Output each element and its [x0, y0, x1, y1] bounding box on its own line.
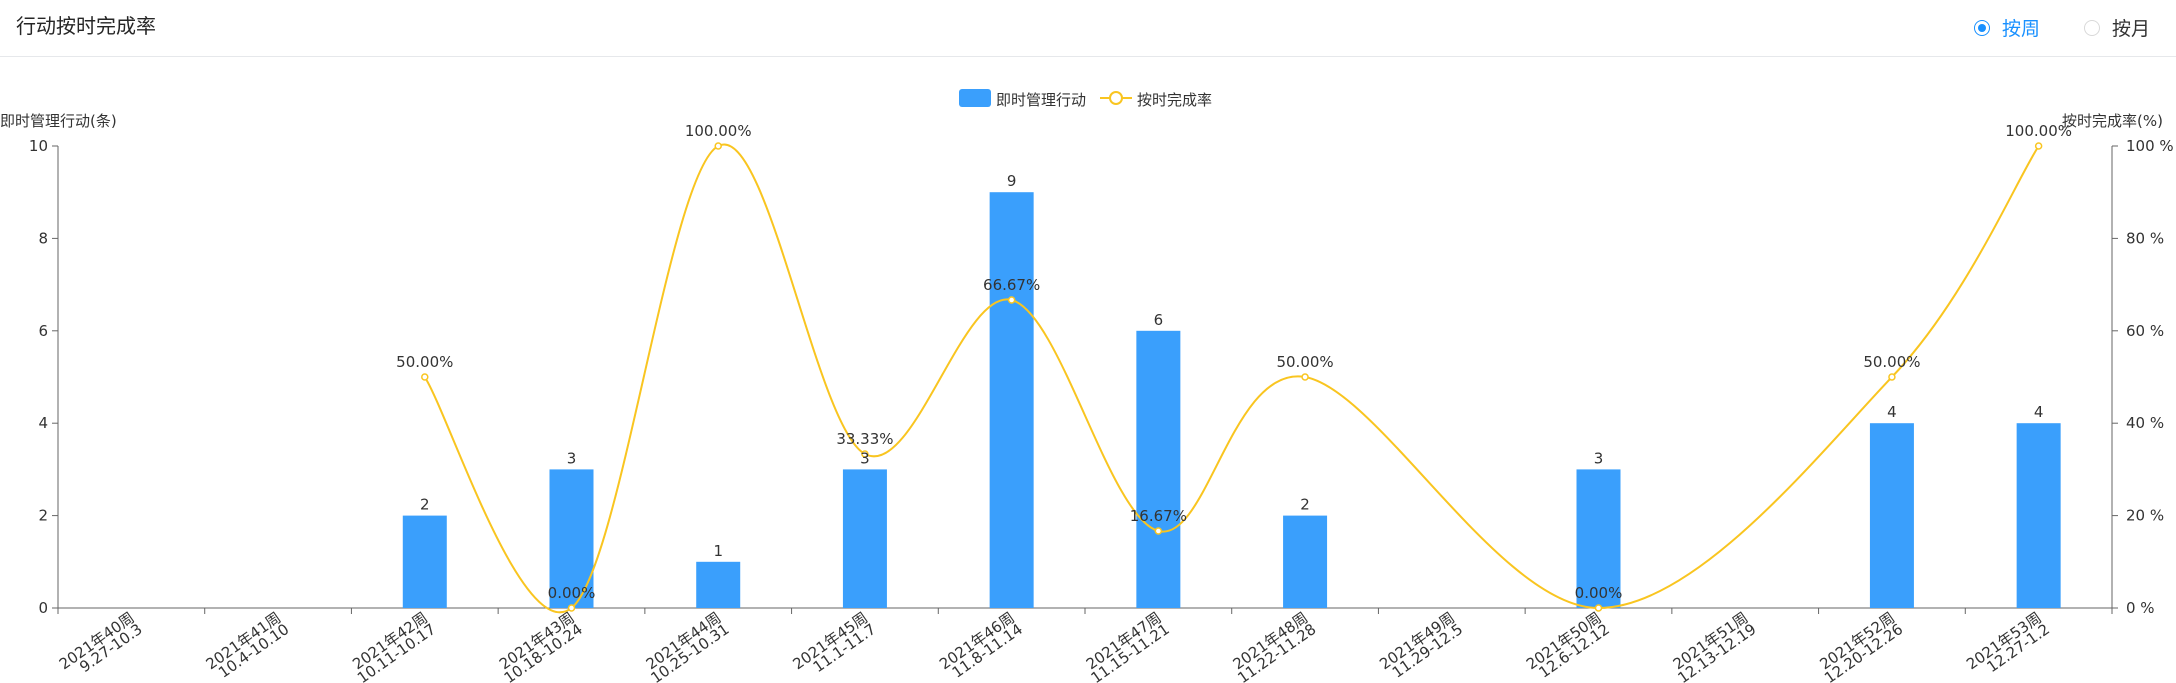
y-left-tick-label: 8	[38, 229, 48, 247]
y-right-tick-label: 80 %	[2126, 229, 2164, 247]
y-right-tick-label: 100 %	[2126, 137, 2174, 155]
radio-by-month[interactable]: 按月	[2083, 14, 2150, 41]
y-right-tick-label: 0 %	[2126, 599, 2155, 617]
line-point	[1154, 527, 1163, 535]
bar-value-label: 6	[1154, 311, 1164, 329]
line-value-label: 0.00%	[548, 584, 596, 602]
line-point	[1594, 604, 1603, 612]
bar-value-label: 3	[860, 449, 870, 467]
line-value-label: 100.00%	[2005, 122, 2072, 140]
radio-checked-icon	[1973, 19, 1990, 36]
chart-axes: 0 0 % 2 20 % 4 40 % 6 60 % 8 80 % 10 100 % 2021年40周9…	[29, 137, 2174, 683]
bar-value-label: 2	[1300, 496, 1310, 514]
line-value-label: 33.33%	[836, 430, 893, 448]
bar-value-label: 4	[1887, 403, 1897, 421]
radio-by-week[interactable]: 按周	[1973, 14, 2040, 41]
line-value-label: 16.67%	[1130, 507, 1187, 525]
bar-value-label: 4	[2034, 403, 2044, 421]
y-left-tick-label: 0	[38, 599, 48, 617]
y-left-axis-title: 即时管理行动(条)	[0, 112, 117, 130]
y-left-tick-label: 6	[38, 322, 48, 340]
bar-value-label: 1	[713, 542, 723, 560]
line-value-label: 100.00%	[685, 122, 752, 140]
bar	[1869, 423, 1914, 608]
bar-value-label: 2	[420, 496, 430, 514]
legend-bar-swatch	[959, 89, 991, 107]
y-right-tick-label: 60 %	[2126, 322, 2164, 340]
legend-line-marker	[1109, 91, 1123, 105]
legend-bar-label: 即时管理行动	[996, 91, 1086, 109]
line-point	[2034, 142, 2043, 150]
bar-value-label: 3	[567, 449, 577, 467]
chart-legend[interactable]: 即时管理行动 按时完成率	[959, 89, 1212, 109]
line-value-label: 0.00%	[1575, 584, 1623, 602]
panel-header: 行动按时完成率 按周 按月	[0, 0, 2176, 57]
line-point	[1007, 296, 1016, 304]
line-series	[421, 142, 2043, 613]
radio-by-month-label: 按月	[2111, 18, 2150, 40]
bar-series	[402, 192, 2061, 608]
page-title: 行动按时完成率	[16, 14, 156, 38]
bar	[842, 469, 887, 608]
bar	[696, 561, 741, 608]
y-right-tick-label: 40 %	[2126, 414, 2164, 432]
radio-unchecked-icon	[2083, 19, 2100, 36]
bar	[402, 515, 447, 608]
y-left-tick-label: 10	[29, 137, 48, 155]
line-point	[861, 450, 869, 458]
line-point	[1301, 373, 1309, 381]
bar-value-label: 9	[1007, 172, 1017, 190]
period-radio-group: 按周 按月	[1973, 14, 2150, 41]
y-left-tick-label: 4	[38, 414, 48, 432]
legend-line-label: 按时完成率	[1137, 91, 1212, 109]
line-value-label: 66.67%	[983, 276, 1040, 294]
bar	[1283, 515, 1328, 608]
line-point	[1888, 373, 1896, 381]
bar	[1136, 330, 1181, 608]
line-value-label: 50.00%	[396, 353, 453, 371]
line-point	[567, 604, 576, 612]
y-left-tick-label: 2	[38, 507, 48, 525]
y-right-axis-title: 按时完成率(%)	[2062, 112, 2163, 130]
line-point	[421, 373, 429, 381]
line-point	[714, 142, 722, 150]
completion-rate-line	[423, 143, 2040, 613]
bar	[1576, 469, 1621, 608]
radio-by-week-label: 按周	[2001, 18, 2040, 40]
data-labels: 2 3 1 3 9 6 2 3 4 4 50.00% 0.00% 100.00% 33.33% 66.67%…	[396, 122, 2072, 602]
bar	[2016, 423, 2061, 608]
line-value-label: 50.00%	[1276, 353, 1333, 371]
bar-value-label: 3	[1594, 449, 1604, 467]
y-right-tick-label: 20 %	[2126, 507, 2164, 525]
bar	[989, 192, 1034, 608]
line-value-label: 50.00%	[1863, 353, 1920, 371]
